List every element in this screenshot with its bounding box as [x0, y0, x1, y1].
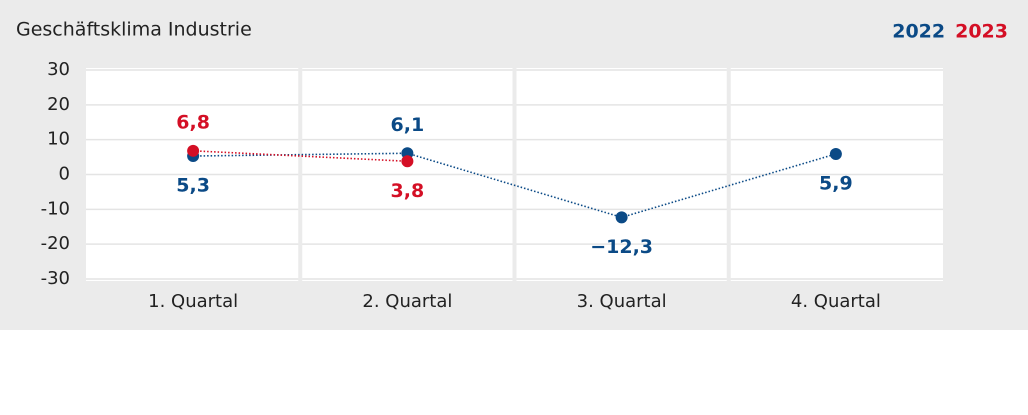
series-line: [193, 150, 408, 163]
x-tick-label: 4. Quartal: [791, 291, 881, 312]
x-tick-label: 1. Quartal: [148, 291, 238, 312]
data-label: 5,9: [819, 172, 853, 194]
chart-title: Geschäftsklima Industrie: [16, 19, 252, 41]
data-label: 3,8: [391, 180, 425, 202]
series-line: [193, 152, 837, 219]
x-tick-label: 3. Quartal: [577, 291, 667, 312]
y-tick-label: 10: [47, 129, 70, 150]
data-label: 6,8: [176, 111, 210, 133]
legend-label: 2022: [892, 21, 945, 43]
y-tick-label: -20: [41, 233, 70, 254]
data-point: [401, 155, 414, 168]
data-label: 6,1: [391, 114, 425, 136]
data-point: [829, 147, 842, 160]
y-tick-label: 30: [47, 59, 70, 80]
data-point: [615, 211, 628, 224]
y-tick-label: 0: [59, 164, 70, 185]
y-tick-label: 20: [47, 94, 70, 115]
data-label: 5,3: [176, 175, 210, 197]
data-point: [187, 144, 200, 157]
y-tick-label: -10: [41, 198, 70, 219]
legend-label: 2023: [955, 21, 1008, 43]
data-label: −12,3: [590, 236, 653, 258]
legend: 2023 2022: [892, 21, 1008, 43]
x-tick-label: 2. Quartal: [362, 291, 452, 312]
y-tick-label: -30: [41, 268, 70, 289]
